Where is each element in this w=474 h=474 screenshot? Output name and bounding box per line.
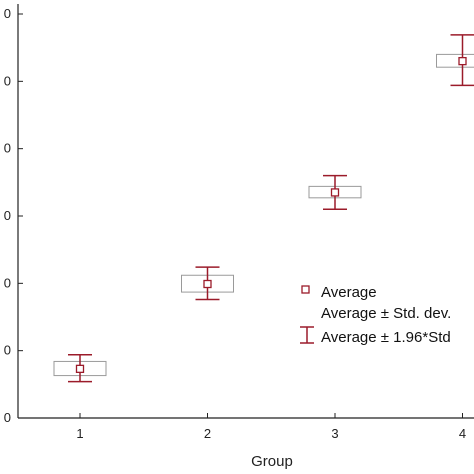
x-tick-label: 4 bbox=[459, 426, 466, 441]
average-point bbox=[75, 364, 85, 373]
average-point bbox=[458, 56, 467, 66]
legend: Average Average ± Std. dev. Average ± 1.… bbox=[296, 276, 474, 350]
y-tick-label: 0 bbox=[4, 275, 11, 290]
y-tick-label: 0 bbox=[4, 6, 11, 21]
y-tick-label: 0 bbox=[4, 343, 11, 358]
legend-std-label: Average ± Std. dev. bbox=[321, 305, 451, 322]
average-point bbox=[330, 188, 340, 197]
std-dev-box bbox=[436, 53, 474, 68]
y-tick-label: 0 bbox=[4, 73, 11, 88]
x-axis: 1 2 3 4 bbox=[76, 413, 466, 441]
y-tick-label: 0 bbox=[4, 410, 11, 425]
legend-average-marker bbox=[301, 285, 310, 294]
legend-average-label: Average bbox=[321, 284, 377, 301]
legend-box bbox=[296, 276, 474, 350]
plot-frame bbox=[17, 4, 474, 419]
y-tick-label: 0 bbox=[4, 208, 11, 223]
x-tick-label: 2 bbox=[204, 426, 211, 441]
x-tick-label: 1 bbox=[76, 426, 83, 441]
x-tick-label: 3 bbox=[331, 426, 338, 441]
y-tick-label: 0 bbox=[4, 141, 11, 156]
series-layer bbox=[53, 34, 474, 383]
x-axis-title: Group bbox=[251, 453, 293, 470]
y-axis: 0 0 0 0 0 0 0 bbox=[4, 6, 23, 425]
average-point bbox=[203, 279, 212, 289]
legend-ci-label: Average ± 1.96*Std bbox=[321, 329, 451, 346]
